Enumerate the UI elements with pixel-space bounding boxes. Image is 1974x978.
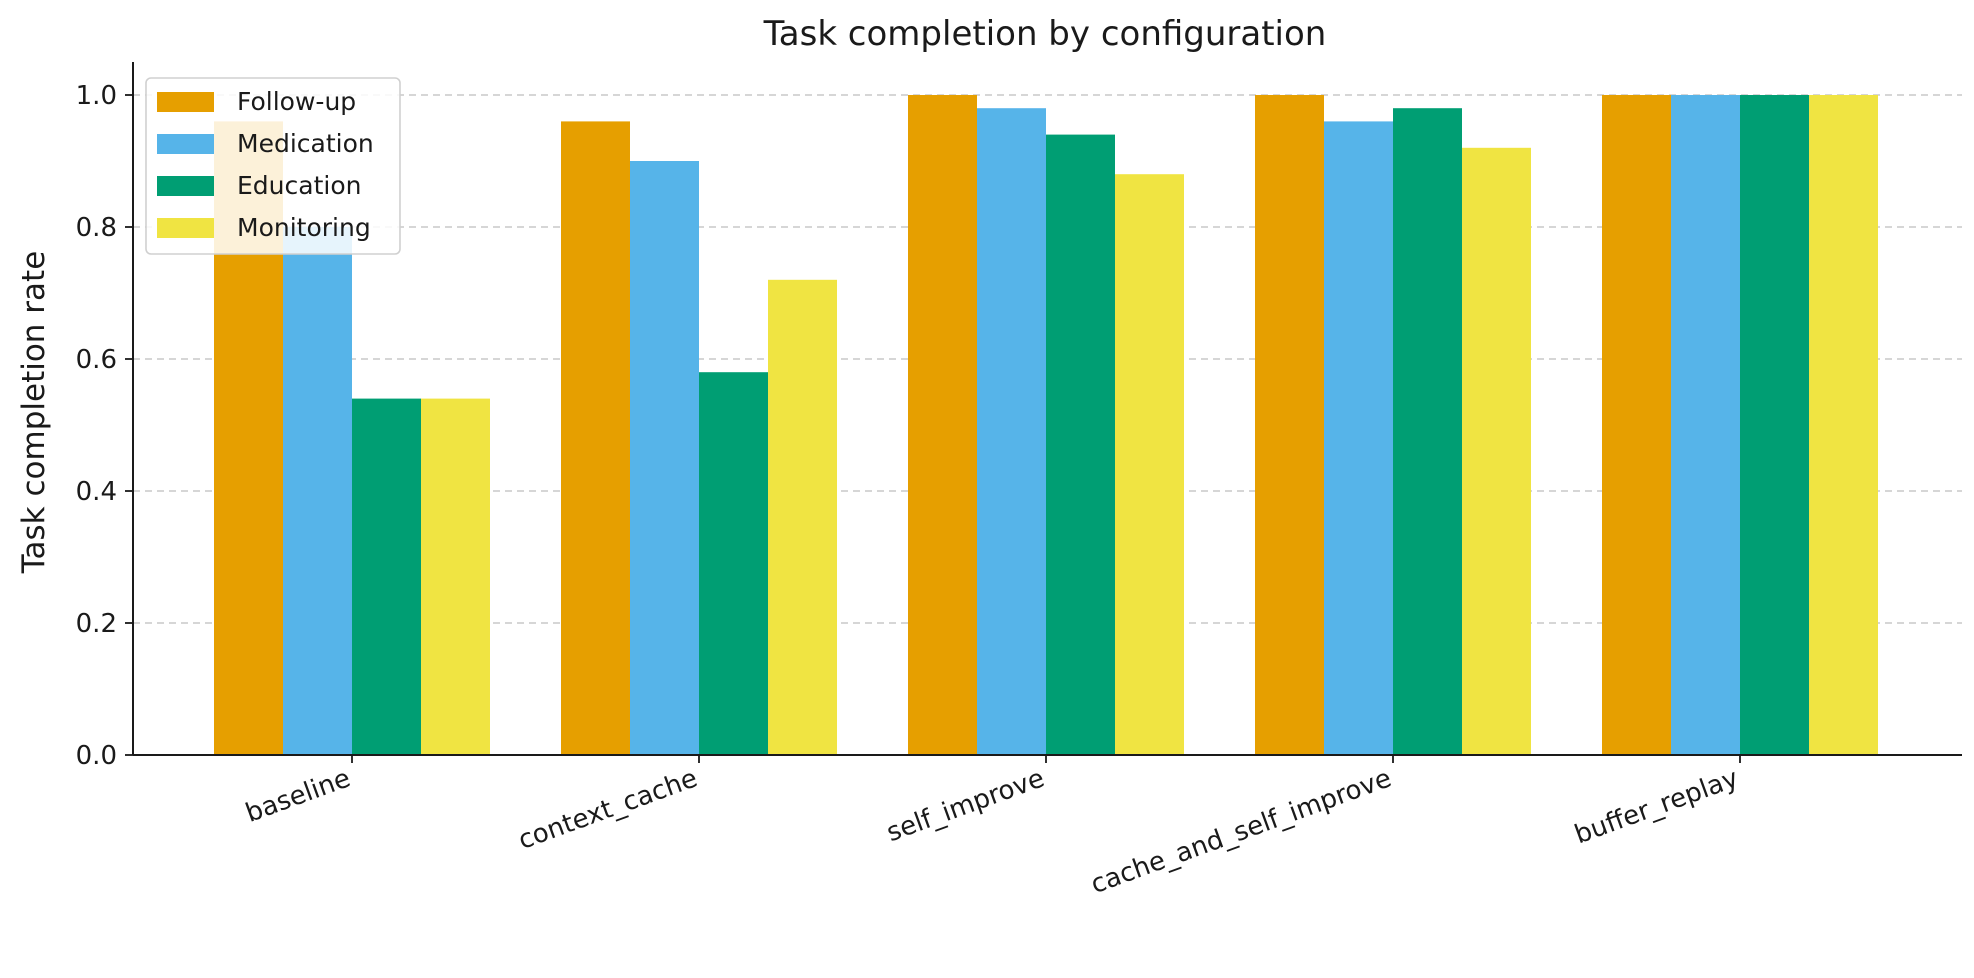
bar-follow-up-self-improve xyxy=(908,95,977,755)
bar-medication-buffer-replay xyxy=(1671,95,1740,755)
bar-education-context-cache xyxy=(699,372,768,755)
bar-education-buffer-replay xyxy=(1740,95,1809,755)
chart-title: Task completion by configuration xyxy=(763,14,1327,54)
bar-medication-baseline xyxy=(283,227,352,755)
y-tick-label: 1.0 xyxy=(76,81,117,111)
legend: Follow-up Medication Education Monitoring xyxy=(145,77,401,255)
x-tick-label: context_cache xyxy=(514,763,701,855)
legend-label: Follow-up xyxy=(237,87,356,116)
bar-monitoring-baseline xyxy=(421,398,490,755)
y-tick-label: 0.6 xyxy=(76,345,117,375)
legend-swatch xyxy=(157,134,214,154)
bar-education-cache-and-self-improve xyxy=(1393,108,1462,755)
legend-box xyxy=(145,77,401,255)
x-tick-label: baseline xyxy=(242,763,355,828)
legend-label: Monitoring xyxy=(237,213,371,242)
bar-follow-up-buffer-replay xyxy=(1602,95,1671,755)
x-tick-label: self_improve xyxy=(883,763,1049,848)
bar-follow-up-cache-and-self-improve xyxy=(1255,95,1324,755)
x-tick-label: buffer_replay xyxy=(1571,763,1743,850)
y-tick-label: 0.8 xyxy=(76,213,117,243)
bar-education-self-improve xyxy=(1046,134,1115,756)
bar-monitoring-context-cache xyxy=(768,279,837,755)
y-tick-label: 0.2 xyxy=(76,609,117,639)
legend-swatch xyxy=(157,92,214,112)
x-tick-label: cache_and_self_improve xyxy=(1087,763,1395,900)
legend-label: Education xyxy=(237,171,361,200)
bar-medication-context-cache xyxy=(630,161,699,755)
bar-education-baseline xyxy=(352,398,421,755)
bar-monitoring-buffer-replay xyxy=(1809,95,1878,755)
bar-monitoring-self-improve xyxy=(1115,174,1184,755)
bars xyxy=(214,95,1878,756)
bar-follow-up-context-cache xyxy=(561,121,630,755)
legend-swatch xyxy=(157,176,214,196)
bar-monitoring-cache-and-self-improve xyxy=(1462,147,1531,756)
y-tick-label: 0.0 xyxy=(76,741,117,771)
legend-label: Medication xyxy=(237,129,374,158)
legend-swatch xyxy=(157,218,214,238)
bar-medication-self-improve xyxy=(977,108,1046,755)
bar-medication-cache-and-self-improve xyxy=(1324,121,1393,755)
y-tick-label: 0.4 xyxy=(76,477,117,507)
y-axis-label: Task completion rate xyxy=(16,251,52,575)
